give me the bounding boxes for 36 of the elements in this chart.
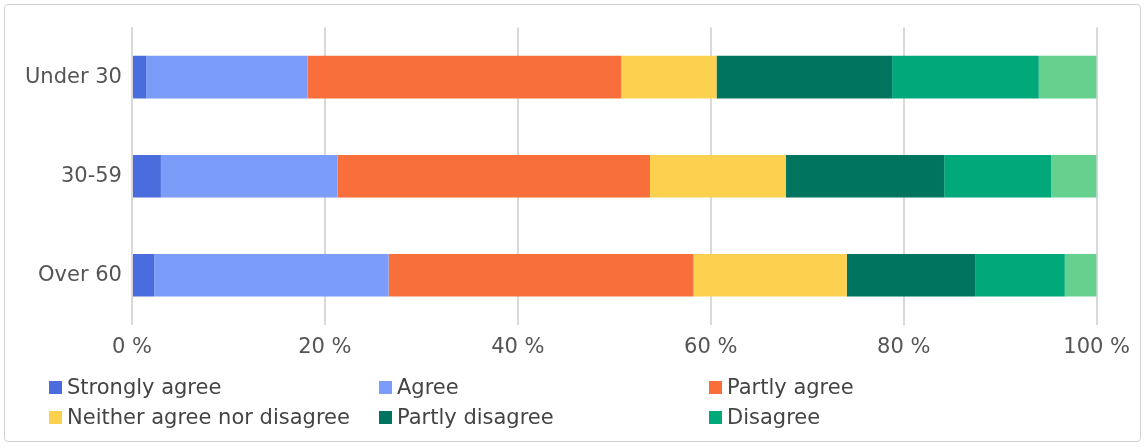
x-tick-label: 100 %	[1063, 333, 1130, 358]
y-tick-label: Over 60	[38, 261, 122, 286]
bar	[132, 154, 161, 198]
bar	[388, 253, 694, 297]
legend-label: Partly agree	[727, 375, 854, 399]
bar	[621, 55, 717, 99]
x-tick-label: 40 %	[491, 333, 545, 358]
bar	[132, 55, 147, 99]
y-tick-label: Under 30	[24, 63, 122, 88]
bar	[160, 154, 338, 198]
bar	[307, 55, 622, 99]
legend-label: Strongly agree	[67, 375, 222, 399]
bar	[650, 154, 787, 198]
legend-label: Neither agree nor disagree	[67, 405, 350, 429]
legend-label: Partly disagree	[397, 405, 554, 429]
bar	[716, 55, 893, 99]
bar	[146, 55, 308, 99]
bar	[975, 253, 1065, 297]
bar	[1064, 253, 1097, 297]
bar	[154, 253, 389, 297]
bar	[892, 55, 1039, 99]
x-tick-label: 80 %	[877, 333, 931, 358]
x-tick-label: 60 %	[684, 333, 738, 358]
bar	[693, 253, 847, 297]
bar	[1038, 55, 1097, 99]
bar	[1051, 154, 1097, 198]
bar	[132, 253, 155, 297]
bar	[337, 154, 650, 198]
legend-label: Disagree	[727, 405, 821, 429]
bar	[786, 154, 945, 198]
y-tick-label: 30-59	[60, 162, 122, 187]
x-tick-label: 0 %	[111, 333, 152, 358]
bar	[846, 253, 976, 297]
legend-label: Agree	[397, 375, 459, 399]
bar	[944, 154, 1052, 198]
x-tick-label: 20 %	[298, 333, 352, 358]
